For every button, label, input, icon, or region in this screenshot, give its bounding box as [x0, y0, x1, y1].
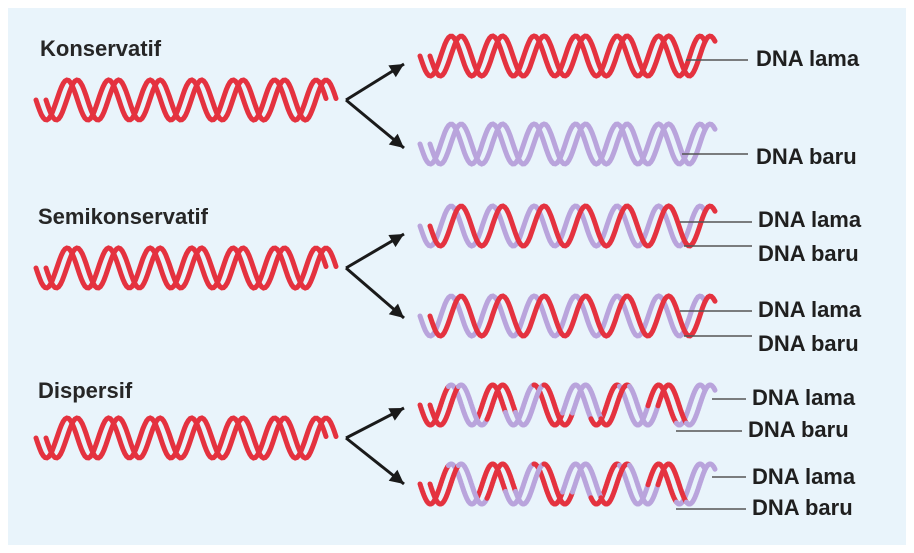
- daughter-helix-1-2-strand-back: [417, 121, 708, 167]
- label-dispersif-1-dna-lama: DNA lama: [752, 385, 856, 410]
- arrow-down-2-head: [388, 303, 404, 318]
- daughter-helix-3-2-strand-front-segment: [684, 461, 718, 507]
- parent-helix-1-strand-back: [33, 77, 329, 123]
- parent-helix-2-strand-back: [33, 245, 329, 291]
- arrow-down-3-head: [388, 469, 404, 484]
- daughter-helix-3-1-strand-front-segment: [627, 383, 661, 428]
- arrow-up-2-head: [388, 234, 404, 248]
- label-dispersif-1-dna-baru: DNA baru: [748, 417, 849, 442]
- daughter-helix-3-2-strand-front-segment: [541, 461, 575, 507]
- parent-helix-1-strand-front: [43, 77, 339, 123]
- label-semikonservatif-1-dna-lama: DNA lama: [758, 207, 862, 232]
- arrow-up-1-head: [388, 64, 404, 78]
- daughter-helix-3-2-strand-front-segment: [427, 463, 461, 507]
- arrow-down-1-head: [388, 133, 404, 148]
- daughter-helix-1-1-strand-back: [417, 33, 708, 79]
- parent-helix-3-strand-front: [43, 415, 339, 461]
- daughter-helix-3-2-strand-front-segment: [627, 462, 661, 507]
- daughter-helix-3-2-strand-front-segment: [655, 461, 689, 505]
- daughter-helix-3-1-strand-front-segment: [427, 384, 461, 428]
- daughter-helix-3-1-strand-back-segment: [560, 382, 594, 422]
- daughter-helix-3-2-strand-front-segment: [570, 461, 604, 501]
- daughter-helix-3-1-strand-back-segment: [474, 382, 508, 422]
- label-dispersif-2-dna-lama: DNA lama: [752, 464, 856, 489]
- parent-helix-2-strand-front: [43, 245, 339, 291]
- daughter-helix-3-2-strand-front-segment: [484, 461, 518, 501]
- title-konservatif: Konservatif: [40, 36, 162, 61]
- daughter-helix-3-2-strand-back-segment: [588, 461, 622, 507]
- title-dispersif: Dispersif: [38, 378, 133, 403]
- daughter-helix-3-2-strand-back-segment: [503, 461, 537, 507]
- title-semikonservatif: Semikonservatif: [38, 204, 208, 229]
- daughter-helix-3-2-strand-back-segment: [446, 461, 480, 507]
- daughter-helix-2-2-strand-back: [417, 293, 708, 339]
- daughter-helix-1-2-strand-front: [427, 121, 718, 167]
- daughter-helix-3-2-strand-back-segment: [560, 461, 594, 501]
- daughter-helix-3-1-strand-front-segment: [484, 382, 518, 422]
- daughter-helix-3-2-strand-front-segment: [598, 461, 632, 507]
- arrow-up-3-head: [388, 408, 404, 421]
- daughter-helix-3-1-strand-front-segment: [655, 382, 689, 426]
- label-semikonservatif-2-dna-lama: DNA lama: [758, 297, 862, 322]
- parent-helix-3-strand-back: [33, 415, 329, 461]
- daughter-helix-3-2-strand-front-segment: [513, 461, 547, 507]
- daughter-helix-3-1-strand-back-segment: [446, 382, 480, 428]
- daughter-helix-3-2-strand-back-segment: [674, 461, 708, 507]
- daughter-helix-3-1-strand-front-segment: [456, 382, 490, 428]
- label-dispersif-2-dna-baru: DNA baru: [752, 495, 853, 520]
- daughter-helix-2-1-strand-back: [417, 203, 708, 249]
- daughter-helix-3-1-strand-front-segment: [684, 382, 718, 428]
- daughter-helix-3-1-strand-back-segment: [588, 382, 622, 428]
- daughter-helix-3-1-strand-back-segment: [503, 382, 537, 428]
- label-konservatif-1-dna-lama: DNA lama: [756, 46, 860, 71]
- daughter-helix-2-1-strand-front: [427, 203, 718, 249]
- daughter-helix-3-1-strand-back-segment: [674, 382, 708, 428]
- daughter-helix-3-1-strand-front-segment: [541, 382, 575, 428]
- daughter-helix-3-1-strand-front-segment: [570, 382, 604, 422]
- label-konservatif-2-dna-baru: DNA baru: [756, 144, 857, 169]
- daughter-helix-1-1-strand-front: [427, 33, 718, 79]
- daughter-helix-2-2-strand-front: [427, 293, 718, 339]
- label-semikonservatif-1-dna-baru: DNA baru: [758, 241, 859, 266]
- daughter-helix-3-2-strand-front-segment: [456, 461, 490, 507]
- daughter-helix-3-1-strand-front-segment: [513, 382, 547, 428]
- label-semikonservatif-2-dna-baru: DNA baru: [758, 331, 859, 356]
- daughter-helix-3-1-strand-front-segment: [598, 382, 632, 428]
- daughter-helix-3-2-strand-back-segment: [474, 461, 508, 501]
